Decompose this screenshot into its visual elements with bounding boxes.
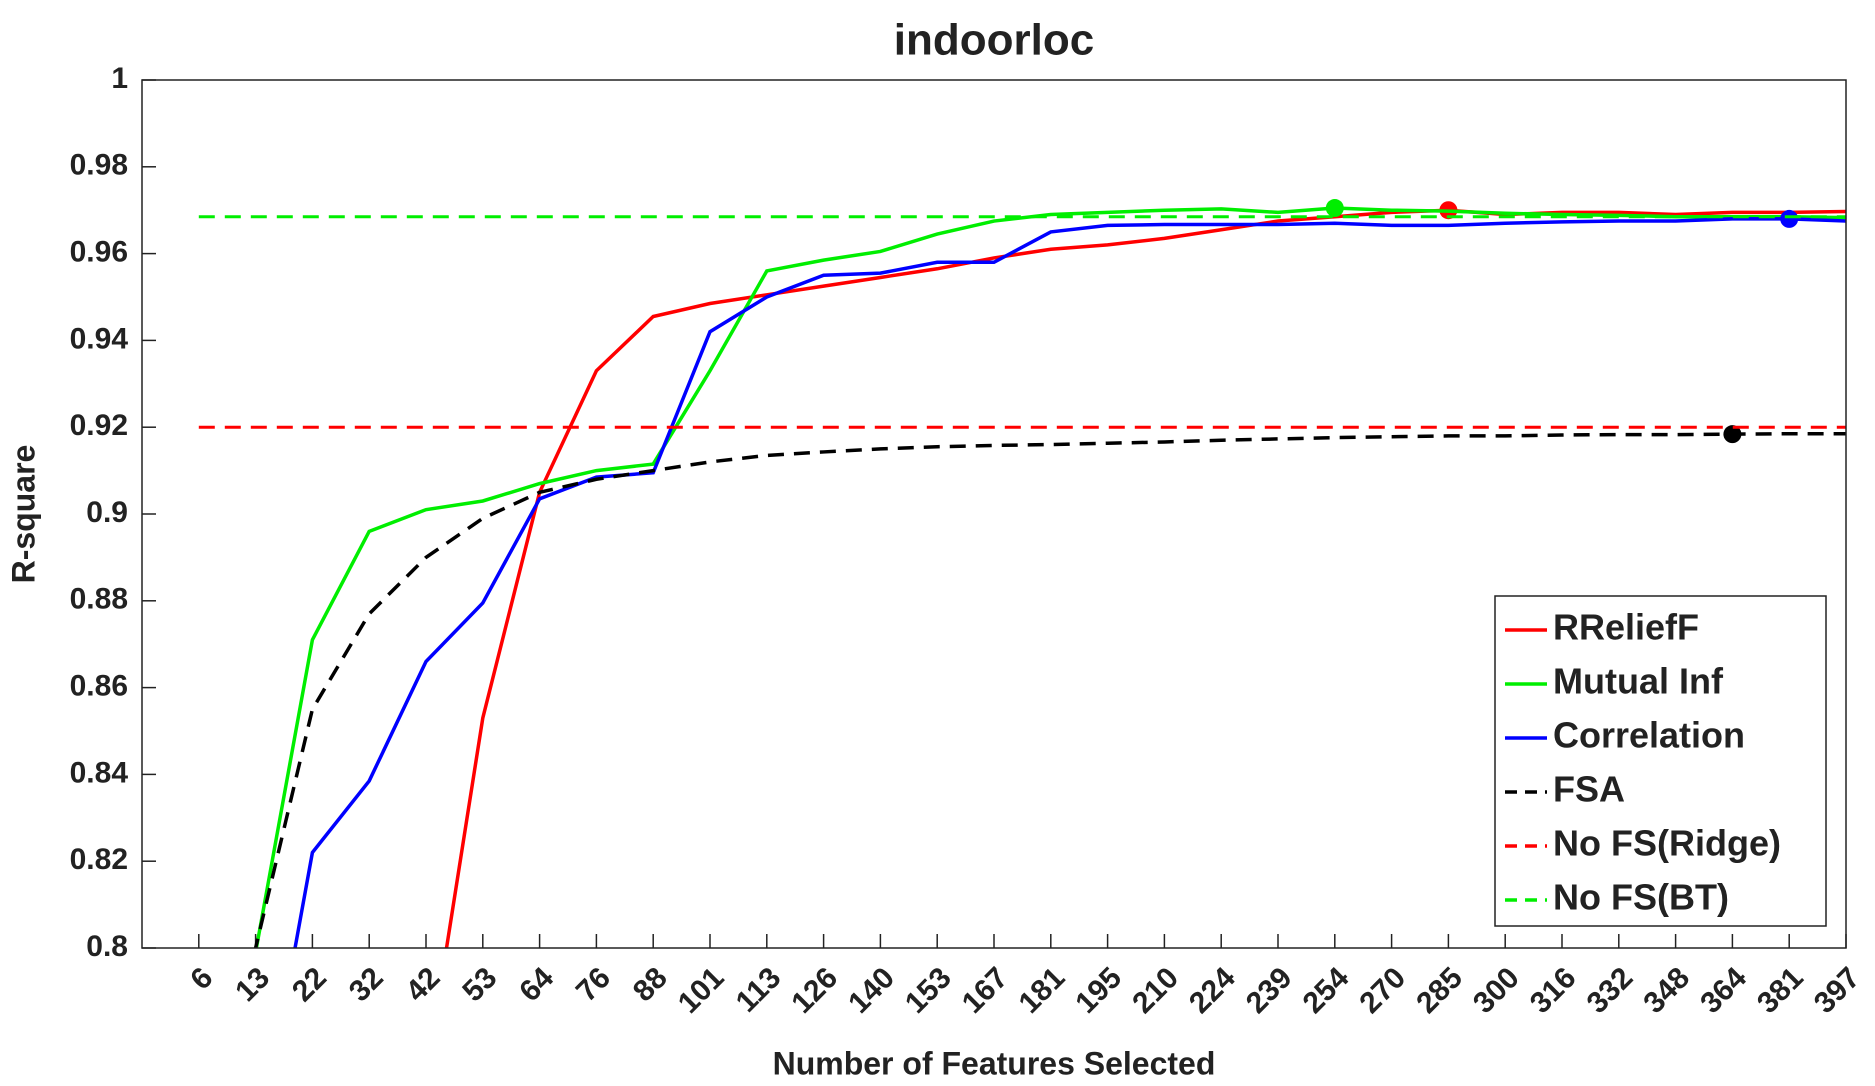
x-tick-label: 32 (343, 961, 390, 1008)
y-tick-label: 0.98 (70, 149, 128, 182)
x-tick-label: 101 (672, 961, 731, 1020)
y-tick-label: 0.82 (70, 843, 128, 876)
x-tick-label: 167 (956, 961, 1015, 1020)
x-tick-label: 64 (513, 961, 560, 1008)
y-tick-label: 0.96 (70, 236, 128, 269)
y-axis-label: R-square (5, 445, 41, 584)
y-tick-label: 0.9 (86, 496, 128, 529)
legend-label: Correlation (1553, 715, 1745, 756)
x-tick-label: 13 (229, 961, 276, 1008)
x-tick-label: 397 (1808, 961, 1867, 1020)
x-tick-label: 22 (286, 961, 333, 1008)
x-tick-label: 285 (1410, 961, 1469, 1020)
x-tick-label: 270 (1353, 961, 1412, 1020)
chart-title: indoorloc (894, 16, 1094, 65)
legend-label: Mutual Inf (1553, 661, 1724, 702)
best-marker (1780, 209, 1799, 228)
legend-label: No FS(Ridge) (1553, 823, 1781, 864)
x-tick-label: 348 (1637, 961, 1696, 1020)
best-marker (1325, 199, 1344, 218)
best-marker (1723, 425, 1742, 444)
y-tick-label: 0.88 (70, 583, 128, 616)
x-tick-label: 224 (1183, 961, 1242, 1020)
y-tick-label: 0.84 (70, 756, 129, 789)
x-tick-label: 113 (730, 961, 788, 1019)
series-line (253, 431, 1846, 948)
y-tick-label: 0.86 (70, 670, 128, 703)
x-tick-label: 6 (184, 961, 219, 996)
x-tick-label: 195 (1069, 961, 1128, 1020)
x-tick-label: 316 (1524, 961, 1583, 1020)
x-tick-label: 53 (456, 961, 503, 1008)
axes-box (141, 79, 1847, 949)
x-tick-label: 140 (842, 961, 901, 1020)
series-line (293, 217, 1846, 948)
x-tick-label: 181 (1013, 961, 1072, 1020)
legend-label: No FS(BT) (1553, 877, 1729, 918)
x-axis-label: Number of Features Selected (773, 1045, 1216, 1081)
plot-lines (198, 199, 1846, 948)
x-tick-label: 239 (1240, 961, 1299, 1020)
x-tick-label: 254 (1297, 961, 1356, 1020)
legend-label: RReliefF (1553, 607, 1699, 648)
x-tick-label: 126 (785, 961, 844, 1020)
x-tick-label: 210 (1126, 961, 1185, 1020)
y-tick-label: 0.92 (70, 409, 128, 442)
x-tick-label: 332 (1581, 961, 1640, 1020)
x-tick-label: 300 (1467, 961, 1526, 1020)
series-line (254, 206, 1846, 948)
series-line (444, 208, 1846, 948)
x-tick-label: 153 (899, 961, 958, 1020)
x-tick-label: 88 (627, 961, 674, 1008)
x-tick-label: 42 (400, 961, 447, 1008)
legend-label: FSA (1553, 769, 1625, 810)
y-tick-label: 1 (111, 62, 128, 95)
x-tick-label: 381 (1751, 961, 1810, 1020)
y-tick-label: 0.94 (70, 322, 129, 355)
y-tick-label: 0.8 (86, 930, 128, 963)
x-tick-label: 76 (570, 961, 617, 1008)
legend-box (1494, 595, 1827, 927)
x-tick-label: 364 (1694, 961, 1753, 1020)
